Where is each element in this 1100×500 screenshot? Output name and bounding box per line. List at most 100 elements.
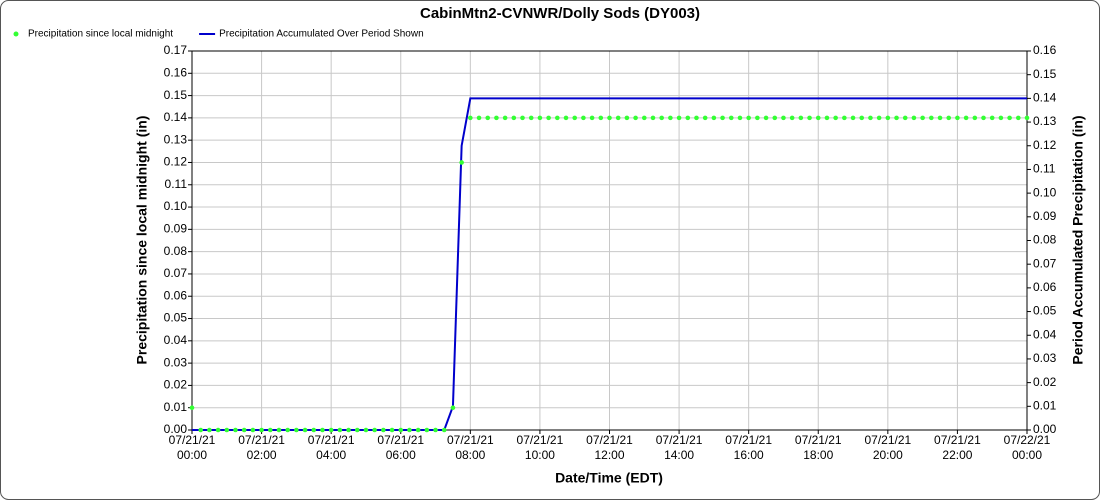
x-tick-label-line: 07/21/21 (725, 433, 772, 447)
data-point (755, 115, 760, 121)
data-point (989, 115, 995, 121)
data-point (381, 427, 386, 433)
x-tick-label-line: 10:00 (525, 448, 555, 462)
data-point (485, 115, 491, 121)
data-point (285, 427, 290, 433)
x-tick-label: 07/21/21 04:00 (308, 433, 355, 462)
data-point (902, 115, 908, 121)
data-point (389, 427, 395, 433)
y-tick-label: 0.05 (164, 311, 188, 325)
x-tick-label: 07/21/21 14:00 (656, 433, 703, 462)
x-tick-label-line: 07/21/21 (377, 433, 424, 447)
y2-tick-label: 0.02 (1033, 375, 1057, 389)
y2-tick-label: 0.04 (1033, 327, 1057, 341)
x-tick-label-line: 07/21/21 (934, 433, 981, 447)
data-point (294, 427, 299, 433)
y-tick-label: 0.11 (165, 177, 188, 191)
data-point (720, 115, 725, 121)
data-point (920, 115, 925, 121)
data-point (302, 427, 308, 433)
data-point (981, 115, 986, 121)
x-tick-label: 07/21/21 10:00 (517, 433, 564, 462)
x-tick-label: 07/22/21 00:00 (1004, 433, 1051, 462)
x-tick-label-line: 14:00 (664, 448, 694, 462)
data-point (842, 115, 847, 121)
y-tick-label: 0.15 (164, 88, 188, 102)
data-point (450, 405, 456, 411)
legend-marker (13, 31, 19, 37)
data-point (537, 115, 543, 121)
data-point (259, 427, 264, 433)
data-point (798, 115, 804, 121)
x-tick-label-line: 22:00 (942, 448, 972, 462)
data-point (520, 115, 525, 121)
data-point (572, 115, 578, 121)
y-tick-label: 0.13 (164, 132, 188, 146)
y-tick-label: 0.02 (164, 378, 188, 392)
data-point (1024, 115, 1030, 121)
data-point (563, 115, 569, 121)
y2-axis-title: Period Accumulated Precipitation (in) (1070, 115, 1086, 364)
y-tick-label: 0.06 (164, 288, 188, 302)
x-tick-label-line: 08:00 (455, 448, 485, 462)
data-point (468, 115, 473, 121)
data-point (685, 115, 691, 121)
data-point (276, 427, 282, 433)
data-point (789, 115, 795, 121)
data-point (433, 427, 438, 433)
data-point (781, 115, 786, 121)
x-tick-label-line: 18:00 (803, 448, 833, 462)
y-tick-label: 0.07 (164, 266, 188, 280)
data-point (233, 427, 238, 433)
y2-tick-label: 0.13 (1033, 114, 1057, 128)
data-point (876, 115, 882, 121)
x-tick-label: 07/21/21 00:00 (169, 433, 216, 462)
data-point (833, 115, 838, 121)
x-tick-label: 07/21/21 20:00 (864, 433, 911, 462)
y-tick-label: 0.00 (164, 422, 188, 436)
data-point (398, 427, 404, 433)
y2-tick-label: 0.10 (1033, 185, 1057, 199)
data-point (868, 115, 873, 121)
x-tick-label-line: 07/21/21 (656, 433, 703, 447)
data-point (363, 427, 369, 433)
x-tick-label-line: 00:00 (1012, 448, 1042, 462)
y2-tick-label: 0.08 (1033, 233, 1057, 247)
data-point (650, 115, 656, 121)
data-point (607, 115, 612, 121)
x-tick-label-line: 07/21/21 (447, 433, 494, 447)
data-point (598, 115, 604, 121)
data-point (728, 115, 734, 121)
data-point (328, 427, 334, 433)
data-point (737, 115, 743, 121)
data-point (998, 115, 1004, 121)
legend-label: Precipitation Accumulated Over Period Sh… (219, 29, 424, 40)
y-tick-label: 0.04 (164, 333, 188, 347)
x-tick-label-line: 07/21/21 (517, 433, 564, 447)
x-tick-label-line: 07/22/21 (1004, 433, 1051, 447)
y-tick-label: 0.17 (164, 43, 188, 57)
data-point (1016, 115, 1021, 121)
data-point (807, 115, 812, 121)
data-point (320, 427, 325, 433)
x-tick-label-line: 20:00 (873, 448, 903, 462)
x-tick-label-line: 04:00 (316, 448, 346, 462)
data-point (937, 115, 943, 121)
x-tick-label-line: 00:00 (177, 448, 207, 462)
data-point (337, 427, 343, 433)
data-point (198, 427, 203, 433)
data-point (267, 427, 273, 433)
data-point (581, 115, 586, 121)
y2-tick-label: 0.07 (1033, 256, 1057, 270)
x-tick-label: 07/21/21 08:00 (447, 433, 494, 462)
x-tick-label-line: 07/21/21 (795, 433, 842, 447)
x-tick-label: 07/21/21 22:00 (934, 433, 981, 462)
data-point (702, 115, 708, 121)
data-point (415, 427, 421, 433)
data-point (946, 115, 952, 121)
x-tick-label: 07/21/21 16:00 (725, 433, 772, 462)
y-tick-label: 0.14 (164, 110, 188, 124)
data-point (476, 115, 482, 121)
data-point (250, 427, 256, 433)
